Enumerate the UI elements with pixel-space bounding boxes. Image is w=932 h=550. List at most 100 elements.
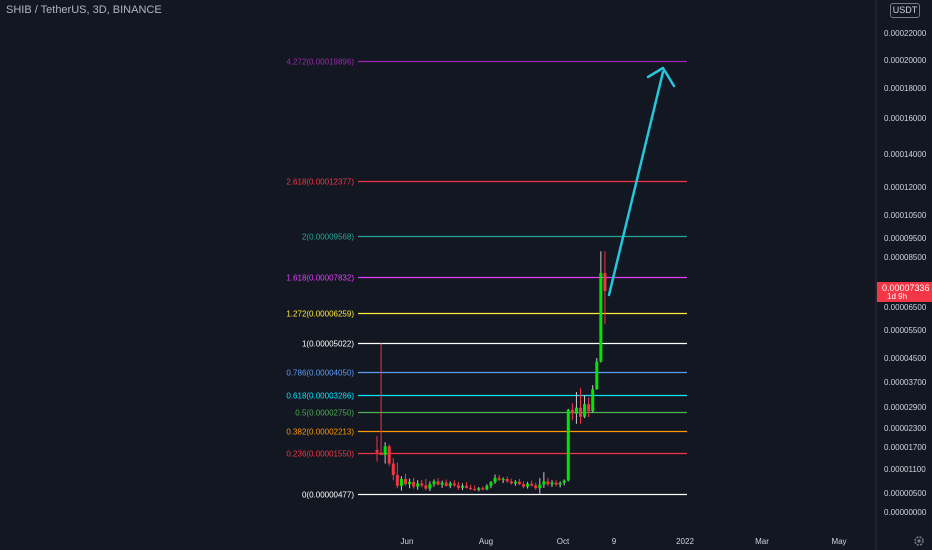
candle-body bbox=[566, 409, 570, 481]
candle-countdown: 1d 9h bbox=[887, 292, 908, 301]
candle-body bbox=[383, 446, 387, 456]
price-tick-label: 0.00004500 bbox=[884, 354, 927, 363]
candle-body bbox=[587, 404, 591, 412]
candle-body bbox=[485, 485, 489, 490]
price-tick-label: 0.00000500 bbox=[884, 489, 927, 498]
candle-body bbox=[444, 482, 448, 486]
fib-level-label: 0.5(0.00002750) bbox=[295, 409, 354, 418]
candle-body bbox=[558, 483, 562, 485]
candle-body bbox=[460, 485, 464, 488]
candle-body bbox=[399, 479, 403, 486]
time-tick-label: Mar bbox=[755, 537, 769, 546]
fib-level-label: 1.618(0.00007832) bbox=[286, 274, 354, 283]
candle-body bbox=[473, 489, 477, 490]
candle-body bbox=[509, 481, 513, 484]
fib-level-label: 0.382(0.00002213) bbox=[286, 428, 354, 437]
gear-icon[interactable] bbox=[913, 535, 925, 547]
candle-body bbox=[550, 482, 554, 485]
price-scale[interactable]: 0.00022000 0.00020000 0.00018000 0.00016000… bbox=[884, 29, 927, 517]
candle-body bbox=[513, 481, 517, 484]
candle-body bbox=[493, 477, 497, 483]
candle-body bbox=[595, 361, 599, 390]
candle-body bbox=[591, 389, 595, 412]
time-tick-label: Jun bbox=[401, 537, 414, 546]
arrow-shaft[interactable] bbox=[607, 70, 665, 297]
candle-body bbox=[469, 487, 473, 489]
candle-body bbox=[448, 483, 452, 486]
candle-body bbox=[534, 485, 538, 489]
candle-body bbox=[420, 483, 424, 486]
candle-body bbox=[416, 483, 420, 487]
candle-body bbox=[554, 482, 558, 485]
candle-body bbox=[408, 481, 412, 485]
candle-body bbox=[375, 449, 379, 453]
arrow-head-icon[interactable] bbox=[646, 66, 676, 88]
fib-level-label: 0.618(0.00003286) bbox=[286, 392, 354, 401]
price-tick-label: 0.00008500 bbox=[884, 253, 927, 262]
candle-body bbox=[542, 481, 546, 485]
projection-arrow[interactable] bbox=[607, 66, 676, 297]
price-tick-label: 0.00010500 bbox=[884, 211, 927, 220]
price-tick-label: 0.00006500 bbox=[884, 303, 927, 312]
time-scale[interactable]: Jun Aug Oct 9 2022 Mar May bbox=[401, 537, 847, 546]
candle-body bbox=[538, 484, 542, 489]
candle-body bbox=[526, 483, 530, 487]
candle-body bbox=[403, 479, 407, 485]
price-tick-label: 0.00012000 bbox=[884, 183, 927, 192]
candle-body bbox=[501, 479, 505, 480]
price-tick-label: 0.00001100 bbox=[884, 465, 926, 474]
fib-level-label: 4.272(0.00019896) bbox=[286, 58, 354, 67]
candle-body bbox=[505, 479, 509, 482]
candles bbox=[375, 251, 607, 494]
price-tick-label: 0.00014000 bbox=[884, 150, 927, 159]
price-tick-label: 0.00002300 bbox=[884, 424, 927, 433]
candle-body bbox=[477, 488, 481, 490]
price-tick-label: 0.00003700 bbox=[884, 378, 927, 387]
candle-body bbox=[424, 485, 428, 489]
candle-body bbox=[428, 484, 432, 489]
candle-body bbox=[440, 482, 444, 485]
candle-body bbox=[387, 446, 391, 464]
time-tick-label: 9 bbox=[612, 537, 617, 546]
fib-level-label: 0.786(0.00004050) bbox=[286, 369, 354, 378]
candle-body bbox=[489, 482, 493, 486]
candle-body bbox=[379, 452, 383, 456]
fib-level-label: 2.618(0.00012377) bbox=[286, 178, 354, 187]
currency-badge[interactable]: USDT bbox=[890, 3, 920, 18]
candle-body bbox=[603, 273, 607, 291]
candle-body bbox=[497, 477, 501, 480]
candle-body bbox=[412, 481, 416, 487]
candle-body bbox=[599, 273, 603, 362]
price-tick-label: 0.00000000 bbox=[884, 508, 927, 517]
candle-body bbox=[391, 463, 395, 475]
candle-body bbox=[530, 483, 534, 486]
candle-body bbox=[517, 481, 521, 485]
candle-body bbox=[395, 475, 399, 486]
fib-level-label: 1.272(0.00006259) bbox=[286, 310, 354, 319]
current-price-label: 0.00007336 1d 9h bbox=[877, 282, 932, 302]
candle-body bbox=[456, 485, 460, 488]
price-tick-label: 0.00009500 bbox=[884, 234, 927, 243]
time-tick-label: 2022 bbox=[676, 537, 694, 546]
time-tick-label: Oct bbox=[557, 537, 570, 546]
candle-body bbox=[432, 481, 436, 485]
candle-body bbox=[546, 481, 550, 485]
candle-body bbox=[522, 484, 526, 487]
fib-level-label: 0.236(0.00001550) bbox=[286, 450, 354, 459]
fib-extension-tool[interactable]: 4.272(0.00019896) 2.618(0.00012377) 2(0.00… bbox=[286, 58, 687, 500]
candle-body bbox=[481, 488, 485, 490]
candle-body bbox=[562, 480, 566, 483]
price-tick-label: 0.00022000 bbox=[884, 29, 927, 38]
price-tick-label: 0.00002900 bbox=[884, 403, 927, 412]
price-tick-label: 0.00001700 bbox=[884, 443, 927, 452]
candle-body bbox=[574, 407, 578, 414]
candle-body bbox=[583, 404, 587, 417]
current-price-value: 0.00007336 bbox=[882, 283, 930, 293]
fib-level-label: 2(0.00009568) bbox=[302, 233, 354, 242]
candle-body bbox=[465, 485, 469, 488]
symbol-title[interactable]: SHIB / TetherUS, 3D, BINANCE bbox=[6, 4, 162, 16]
time-tick-label: May bbox=[831, 537, 846, 546]
candle-body bbox=[452, 483, 456, 486]
candle-body bbox=[570, 409, 574, 414]
